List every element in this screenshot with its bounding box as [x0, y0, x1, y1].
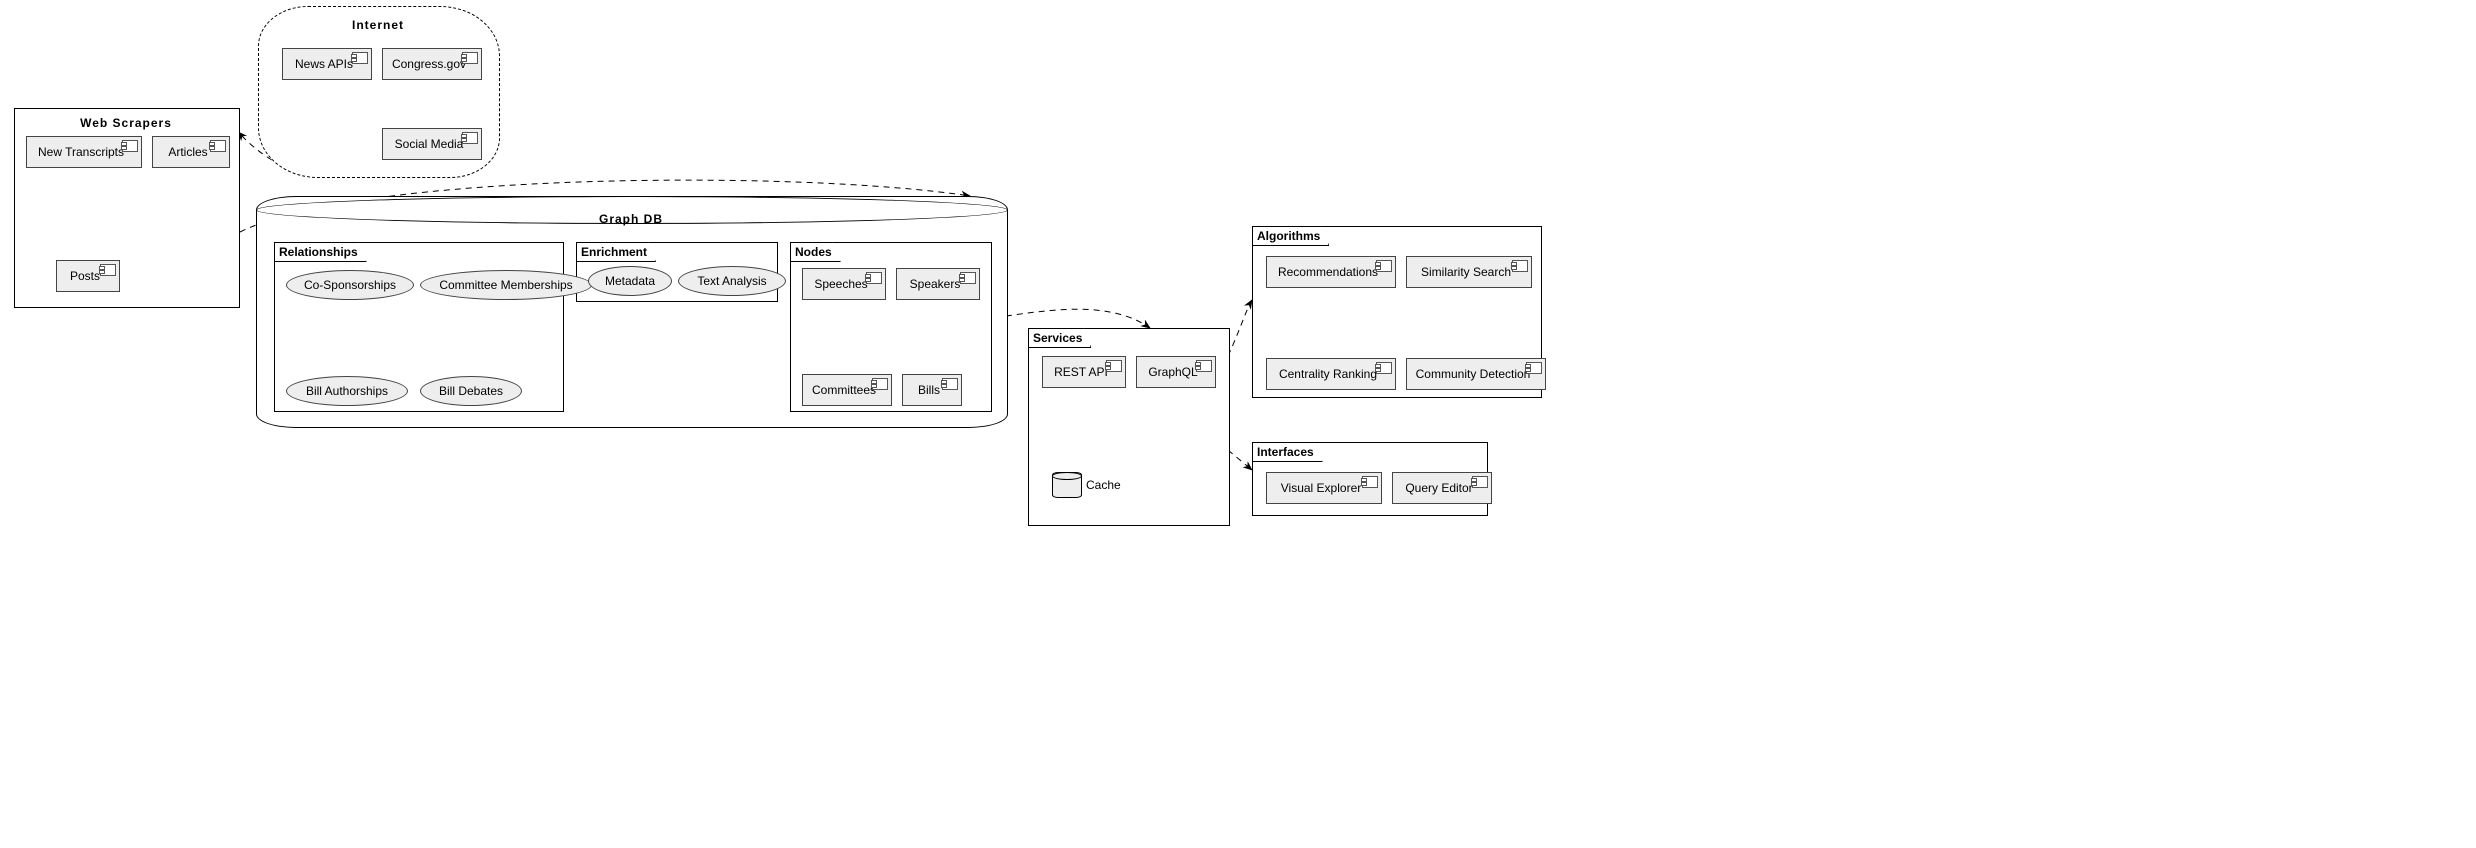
scrapers-posts: Posts: [56, 260, 120, 292]
algorithms-tab: Algorithms: [1252, 226, 1329, 246]
relationships-bill_authorships-label: Bill Authorships: [306, 384, 388, 398]
algorithms-community_detection: Community Detection: [1406, 358, 1546, 390]
scrapers-articles: Articles: [152, 136, 230, 168]
scrapers-posts-label: Posts: [70, 269, 100, 283]
component-icon: [462, 52, 478, 64]
component-icon: [1196, 360, 1212, 372]
component-icon: [210, 140, 226, 152]
relationships-co_sponsorships-label: Co-Sponsorships: [304, 278, 396, 292]
component-icon: [1512, 260, 1528, 272]
component-icon: [1376, 362, 1392, 374]
internet-news_apis-label: News APIs: [295, 57, 353, 71]
relationships-bill_authorships: Bill Authorships: [286, 376, 408, 406]
algorithms-recommendations-label: Recommendations: [1278, 265, 1378, 279]
graph-db-title: Graph DB: [256, 212, 1006, 226]
services-rest_api: REST API: [1042, 356, 1126, 388]
nodes-speeches-label: Speeches: [814, 277, 867, 291]
nodes-bills: Bills: [902, 374, 962, 406]
component-icon: [1526, 362, 1542, 374]
internet-social_media-label: Social Media: [395, 137, 464, 151]
component-icon: [352, 52, 368, 64]
relationships-committee_memberships-label: Committee Memberships: [439, 278, 572, 292]
nodes-tab: Nodes: [790, 242, 841, 262]
enrichment-text_analysis: Text Analysis: [678, 266, 786, 296]
nodes-speakers-label: Speakers: [910, 277, 961, 291]
component-icon: [942, 378, 958, 390]
edge-services-to-interfaces: [1228, 450, 1252, 470]
interfaces-query_editor-label: Query Editor: [1405, 481, 1472, 495]
interfaces-tab: Interfaces: [1252, 442, 1323, 462]
algorithms-centrality_ranking-label: Centrality Ranking: [1279, 367, 1377, 381]
nodes-speakers: Speakers: [896, 268, 980, 300]
relationships-bill_debates-label: Bill Debates: [439, 384, 503, 398]
scrapers-articles-label: Articles: [168, 145, 207, 159]
component-icon: [100, 264, 116, 276]
component-icon: [866, 272, 882, 284]
enrichment-metadata-label: Metadata: [605, 274, 655, 288]
nodes-committees-label: Committees: [812, 383, 876, 397]
component-icon: [1362, 476, 1378, 488]
component-icon: [872, 378, 888, 390]
diagram-canvas: Internet Web Scrapers Graph DB Relations…: [0, 0, 2476, 848]
algorithms-similarity_search-label: Similarity Search: [1421, 265, 1511, 279]
relationships-co_sponsorships: Co-Sponsorships: [286, 270, 414, 300]
algorithms-recommendations: Recommendations: [1266, 256, 1396, 288]
cache-label: Cache: [1086, 478, 1121, 492]
internet-news_apis: News APIs: [282, 48, 372, 80]
internet-social_media: Social Media: [382, 128, 482, 160]
relationships-committee_memberships: Committee Memberships: [420, 270, 592, 300]
component-icon: [960, 272, 976, 284]
enrichment-text_analysis-label: Text Analysis: [697, 274, 766, 288]
enrichment-metadata: Metadata: [588, 266, 672, 296]
internet-congress_gov-label: Congress.gov: [392, 57, 466, 71]
edge-services-to-algorithms: [1228, 300, 1252, 356]
cache-icon: [1052, 472, 1082, 498]
algorithms-community_detection-label: Community Detection: [1416, 367, 1531, 381]
services-rest_api-label: REST API: [1054, 365, 1108, 379]
relationships-bill_debates: Bill Debates: [420, 376, 522, 406]
edge-graphdb-to-services: [1006, 309, 1150, 328]
algorithms-similarity_search: Similarity Search: [1406, 256, 1532, 288]
component-icon: [1106, 360, 1122, 372]
component-icon: [1376, 260, 1392, 272]
internet-title: Internet: [258, 18, 498, 32]
interfaces-visual_explorer: Visual Explorer: [1266, 472, 1382, 504]
nodes-committees: Committees: [802, 374, 892, 406]
scrapers-new_transcripts: New Transcripts: [26, 136, 142, 168]
scrapers-new_transcripts-label: New Transcripts: [38, 145, 124, 159]
web-scrapers-title: Web Scrapers: [14, 116, 238, 130]
interfaces-visual_explorer-label: Visual Explorer: [1281, 481, 1361, 495]
relationships-tab: Relationships: [274, 242, 367, 262]
algorithms-centrality_ranking: Centrality Ranking: [1266, 358, 1396, 390]
internet-congress_gov: Congress.gov: [382, 48, 482, 80]
nodes-speeches: Speeches: [802, 268, 886, 300]
nodes-bills-label: Bills: [918, 383, 940, 397]
services-graphql: GraphQL: [1136, 356, 1216, 388]
services-tab: Services: [1028, 328, 1091, 348]
interfaces-query_editor: Query Editor: [1392, 472, 1492, 504]
component-icon: [122, 140, 138, 152]
component-icon: [462, 132, 478, 144]
component-icon: [1472, 476, 1488, 488]
enrichment-tab: Enrichment: [576, 242, 656, 262]
services-graphql-label: GraphQL: [1148, 365, 1197, 379]
